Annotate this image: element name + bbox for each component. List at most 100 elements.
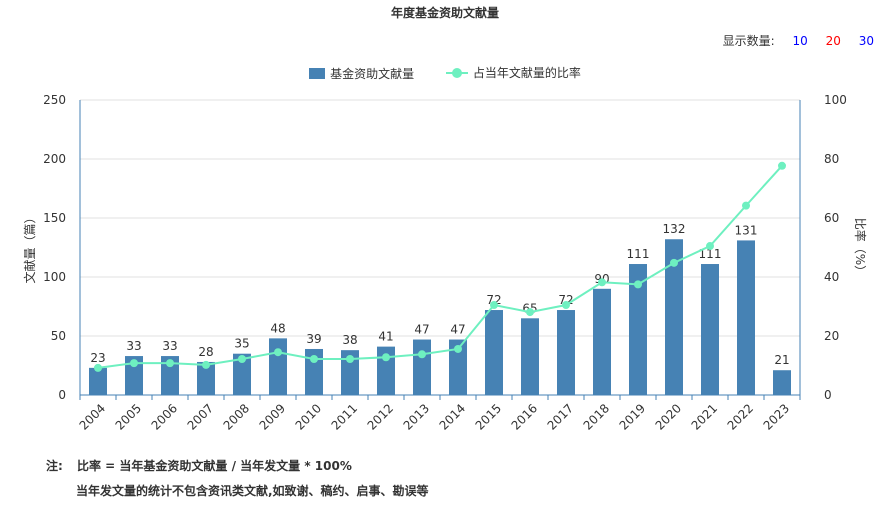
ratio-point	[598, 278, 606, 287]
legend-item-line-series[interactable]: 占当年文献量的比率	[445, 64, 581, 81]
legend-item-bar-series[interactable]: 基金资助文献量	[309, 65, 414, 82]
y-tick-label-right: 20	[824, 329, 839, 343]
legend-bar-swatch	[309, 67, 326, 79]
ratio-point	[742, 201, 750, 210]
y-tick-label-left: 250	[43, 93, 66, 107]
x-tick-label: 2016	[509, 401, 540, 432]
y-tick-label-left: 200	[43, 152, 66, 166]
x-tick-label: 2020	[653, 401, 684, 432]
bar-data-label: 23	[90, 351, 105, 365]
ratio-point	[166, 359, 174, 368]
y-tick-label-left: 100	[43, 270, 66, 284]
x-tick-label: 2013	[401, 401, 432, 432]
y-tick-label-right: 40	[824, 270, 839, 284]
bar	[629, 264, 647, 395]
bar	[269, 338, 287, 395]
y-axis-title-right: 比率（%）	[853, 218, 868, 277]
x-tick-label: 2017	[545, 401, 576, 432]
ratio-point	[778, 161, 786, 170]
chart-title: 年度基金资助文献量	[390, 6, 499, 20]
bar	[125, 356, 143, 395]
ratio-point	[490, 301, 498, 310]
bar	[89, 367, 107, 395]
x-tick-label: 2019	[617, 401, 648, 432]
ratio-point	[238, 355, 246, 364]
bar	[701, 264, 719, 395]
x-tick-label: 2007	[185, 401, 216, 432]
y-tick-label-right: 80	[824, 152, 839, 166]
x-tick-label: 2005	[113, 401, 144, 432]
display-count-selector: 显示数量: 10 20 30	[723, 32, 874, 49]
bar-data-label: 47	[414, 323, 429, 337]
ratio-point	[562, 301, 570, 310]
bar	[341, 350, 359, 395]
bar-data-label: 131	[735, 223, 758, 237]
x-tick-label: 2004	[77, 401, 108, 432]
x-tick-label: 2014	[437, 401, 468, 432]
ratio-point	[706, 242, 714, 251]
bar-data-label: 38	[342, 333, 357, 347]
bar	[197, 361, 215, 395]
ratio-line	[97, 165, 783, 369]
bar-data-label: 72	[486, 293, 501, 307]
ratio-point	[274, 348, 282, 357]
legend-line-swatch	[445, 67, 468, 79]
ratio-point	[670, 258, 678, 267]
note-exclusion: 当年发文量的统计不包含资讯类文献,如致谢、稿约、启事、勘误等	[76, 484, 429, 498]
bar	[773, 370, 791, 395]
ratio-point	[526, 308, 534, 317]
x-tick-label: 2023	[761, 401, 792, 432]
x-tick-label: 2015	[473, 401, 504, 432]
bar	[377, 346, 395, 395]
bar	[485, 310, 503, 395]
bar	[413, 339, 431, 395]
y-tick-label-left: 150	[43, 211, 66, 225]
ratio-point	[634, 280, 642, 289]
bar	[737, 240, 755, 395]
display-count-option-30[interactable]: 30	[858, 34, 874, 48]
bar	[557, 310, 575, 395]
x-tick-label: 2009	[257, 401, 288, 432]
legend-bar-label: 基金资助文献量	[330, 66, 415, 81]
ratio-point	[346, 355, 354, 364]
bar	[665, 239, 683, 395]
x-tick-label: 2018	[581, 401, 612, 432]
bar-data-label: 41	[378, 330, 393, 344]
x-tick-label: 2010	[293, 401, 324, 432]
y-tick-label-right: 0	[824, 388, 832, 402]
bar-data-label: 33	[126, 339, 141, 353]
legend-line-label: 占当年文献量的比率	[472, 66, 581, 80]
note-line-1: 比率 = 当年基金资助文献量 / 当年发文量 * 100%	[77, 459, 352, 473]
display-count-option-20[interactable]: 20	[825, 34, 841, 48]
bar	[521, 318, 539, 395]
x-tick-label: 2006	[149, 401, 180, 432]
display-count-label: 显示数量:	[722, 34, 775, 48]
bar	[593, 288, 611, 395]
x-tick-label: 2011	[329, 401, 360, 432]
bar	[305, 348, 323, 395]
y-tick-label-left: 50	[51, 329, 66, 343]
ratio-point	[418, 350, 426, 359]
bar-data-label: 28	[198, 345, 213, 359]
bar	[449, 339, 467, 395]
bar	[233, 353, 251, 395]
bar-data-label: 111	[627, 247, 650, 261]
y-tick-label-right: 60	[824, 211, 839, 225]
bar-data-label: 35	[234, 337, 249, 351]
ratio-point	[382, 353, 390, 362]
bar-data-label: 48	[270, 321, 285, 335]
ratio-point	[310, 355, 318, 364]
bar-data-label: 21	[774, 353, 789, 367]
y-tick-label-left: 0	[58, 388, 66, 402]
bar-data-label: 47	[450, 323, 465, 337]
display-count-option-10[interactable]: 10	[792, 34, 808, 48]
bar-data-label: 39	[306, 332, 321, 346]
ratio-point	[130, 359, 138, 368]
ratio-point	[94, 363, 102, 372]
ratio-point	[202, 360, 210, 369]
x-tick-label: 2021	[689, 401, 720, 432]
note-label: 注:	[46, 459, 63, 473]
note-ratio-definition: 注: 比率 = 当年基金资助文献量 / 当年发文量 * 100%	[46, 457, 352, 474]
bar-data-label: 111	[699, 247, 722, 261]
